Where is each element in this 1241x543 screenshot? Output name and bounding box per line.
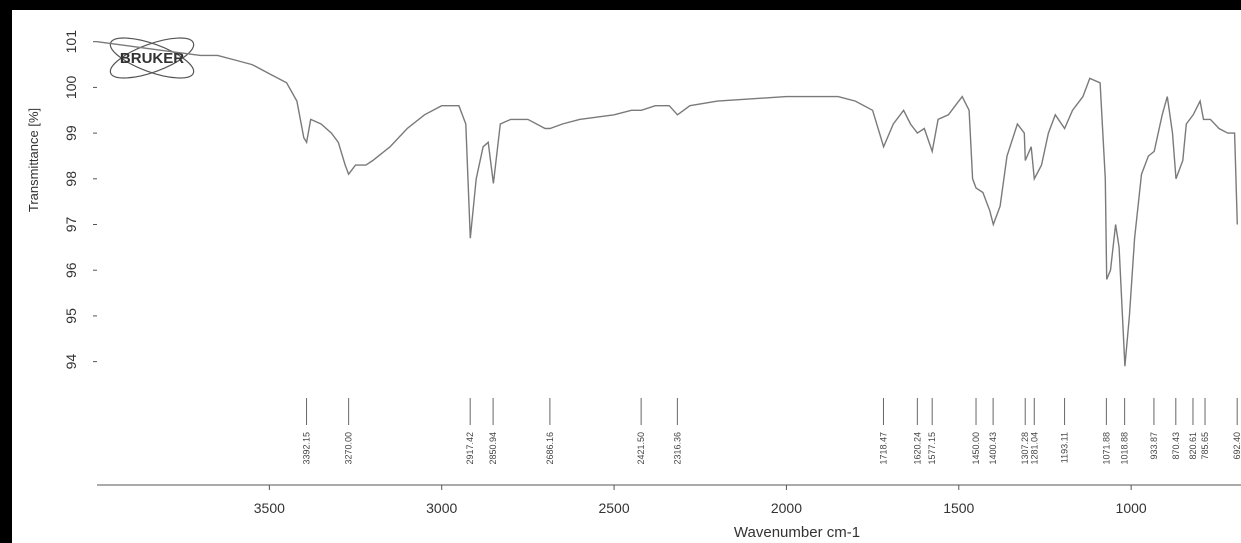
peak-label: 1450.00 <box>971 432 981 465</box>
peak-label: 2421.50 <box>636 432 646 465</box>
peak-label: 1400.43 <box>988 432 998 465</box>
spectrum-line <box>96 41 1238 367</box>
peak-label: 2686.16 <box>545 432 555 465</box>
peak-label: 1307.28 <box>1020 432 1030 465</box>
chart-background <box>12 10 1241 543</box>
peak-label: 1620.24 <box>912 432 922 465</box>
y-tick-label: 101 <box>63 30 79 54</box>
y-axis-label: Transmittance [%] <box>26 108 41 212</box>
peak-label: 870.43 <box>1171 432 1181 460</box>
peak-label: 1071.88 <box>1101 432 1111 465</box>
x-tick-label: 3000 <box>426 500 457 516</box>
peak-label: 933.87 <box>1149 432 1159 460</box>
y-tick-label: 100 <box>63 76 79 100</box>
peak-label: 2316.36 <box>672 432 682 465</box>
logo: BRUKER <box>109 37 195 79</box>
peak-label: 3392.15 <box>302 432 312 465</box>
peak-label: 1281.04 <box>1029 432 1039 465</box>
peak-label: 1577.15 <box>927 432 937 465</box>
peak-label: 692.40 <box>1232 432 1241 460</box>
x-tick-label: 3500 <box>254 500 285 516</box>
y-tick-label: 99 <box>63 125 79 141</box>
peak-label: 2850.94 <box>488 432 498 465</box>
y-tick-label: 96 <box>63 262 79 278</box>
peak-label: 2917.42 <box>465 432 475 465</box>
x-tick-label: 1000 <box>1116 500 1147 516</box>
peak-label: 3270.00 <box>344 432 354 465</box>
logo-text: BRUKER <box>120 50 184 67</box>
peak-label: 1018.88 <box>1120 432 1130 465</box>
y-tick-label: 97 <box>63 217 79 233</box>
x-tick-label: 1500 <box>943 500 974 516</box>
y-tick-label: 95 <box>63 308 79 324</box>
peak-label: 785.65 <box>1200 432 1210 460</box>
y-tick-label: 98 <box>63 171 79 187</box>
x-tick-label: 2500 <box>598 500 629 516</box>
peak-label: 1718.47 <box>878 432 888 465</box>
x-axis-label: Wavenumber cm-1 <box>734 524 860 541</box>
y-tick-label: 94 <box>63 354 79 370</box>
x-tick-label: 2000 <box>771 500 802 516</box>
peak-label: 820.61 <box>1188 432 1198 460</box>
peak-label: 1193.11 <box>1060 432 1070 463</box>
